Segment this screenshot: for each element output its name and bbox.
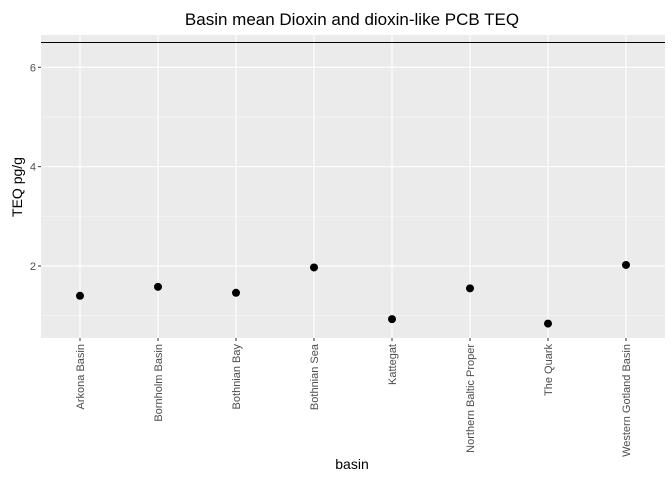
x-axis-ticks: Arkona Basin Bornholm Basin Bothnian Bay Bo… [75, 338, 633, 457]
y-axis-title: TEQ pg/g [9, 157, 25, 217]
x-tick-label: The Quark [543, 344, 555, 396]
y-tick-label: 2 [30, 261, 36, 273]
data-point [622, 260, 630, 269]
data-point [466, 284, 474, 293]
minor-gridlines [41, 116, 665, 316]
data-point [310, 263, 318, 272]
x-tick-label: Northern Baltic Proper [465, 344, 477, 453]
x-tick-label: Bornholm Basin [153, 344, 165, 422]
x-tick-label: Bothnian Sea [309, 343, 321, 410]
x-tick-label: Arkona Basin [75, 344, 87, 409]
x-tick-label: Bothnian Bay [231, 344, 243, 410]
data-point [388, 315, 396, 324]
y-axis-ticks: 2 4 6 [30, 62, 41, 273]
x-tick-label: Kattegat [387, 344, 399, 385]
x-axis-title: basin [335, 456, 368, 472]
plot-panel [41, 35, 665, 338]
data-point [232, 288, 240, 297]
data-point [154, 282, 162, 291]
y-tick-label: 6 [30, 62, 36, 74]
major-gridlines [41, 35, 665, 338]
data-point [76, 291, 84, 300]
x-tick-label: Western Gotland Basin [621, 344, 633, 457]
y-tick-label: 4 [30, 162, 36, 174]
chart-title: Basin mean Dioxin and dioxin-like PCB TE… [185, 10, 519, 29]
data-points [76, 260, 630, 328]
data-point [544, 319, 552, 328]
